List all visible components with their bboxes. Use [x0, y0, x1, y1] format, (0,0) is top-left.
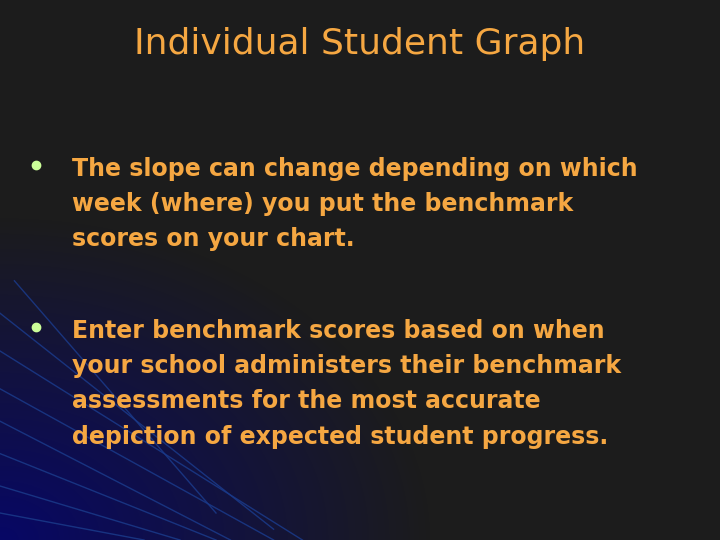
Text: The slope can change depending on which
week (where) you put the benchmark
score: The slope can change depending on which …	[72, 157, 638, 252]
Text: Enter benchmark scores based on when
your school administers their benchmark
ass: Enter benchmark scores based on when you…	[72, 319, 621, 449]
Text: Individual Student Graph: Individual Student Graph	[135, 27, 585, 61]
